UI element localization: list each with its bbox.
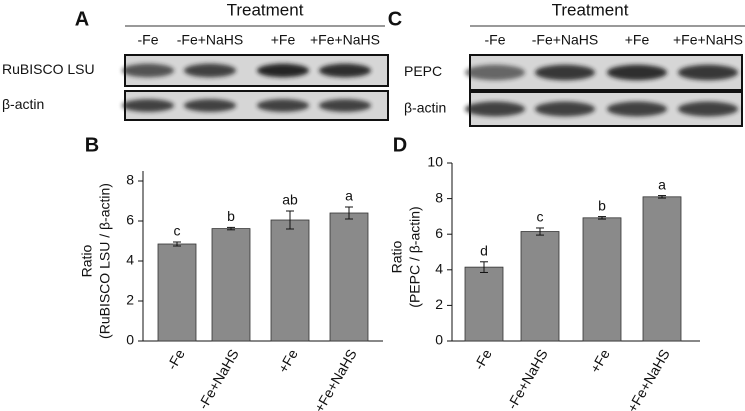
lane-label: -Fe: [138, 32, 159, 48]
x-tick-label: -Fe: [163, 346, 187, 372]
y-tick-label: 0: [126, 332, 134, 348]
lane-label: -Fe: [485, 32, 506, 48]
blot-band: [319, 63, 371, 78]
blot-band: [184, 63, 236, 78]
lane-label: -Fe+NaHS: [177, 32, 244, 48]
significance-letter: a: [345, 188, 353, 204]
lane-label: +Fe: [271, 32, 296, 48]
x-tick-label: -Fe+NaHS: [195, 346, 242, 411]
significance-letter: b: [598, 197, 606, 213]
significance-letter: b: [227, 208, 235, 224]
panel-label: C: [388, 8, 402, 30]
significance-letter: d: [480, 242, 488, 258]
blot-band: [607, 101, 667, 117]
y-axis-label: (RuBISCO LSU / β-actin): [97, 183, 113, 339]
blot-band: [319, 99, 371, 112]
bar: [270, 219, 310, 342]
blot-band: [678, 64, 738, 81]
x-tick-label: +Fe: [587, 346, 613, 375]
panel-label: A: [75, 8, 89, 30]
significance-letter: ab: [282, 192, 298, 208]
significance-letter: c: [537, 209, 544, 225]
panel-label: B: [85, 134, 99, 156]
y-tick-label: 6: [435, 225, 443, 241]
blot-band: [122, 63, 174, 78]
bar: [329, 212, 369, 342]
y-tick-label: 2: [435, 296, 443, 312]
y-axis-label: Ratio: [79, 244, 95, 277]
significance-letter: a: [658, 176, 666, 192]
x-tick-label: +Fe: [275, 346, 301, 375]
y-tick-label: 0: [435, 332, 443, 348]
blot-band: [465, 64, 525, 81]
panel-label: D: [393, 134, 407, 156]
treatment-title: Treatment: [227, 0, 304, 19]
blot-row-label: β-actin: [404, 100, 446, 116]
blot-row-label: PEPC: [404, 63, 442, 79]
y-axis-label: Ratio: [389, 240, 405, 273]
bar: [520, 231, 560, 342]
blot-band: [184, 99, 236, 112]
bar: [211, 228, 251, 342]
x-tick-label: +Fe+NaHS: [311, 346, 360, 411]
lane-label: +Fe+NaHS: [673, 32, 743, 48]
lane-label: -Fe+NaHS: [532, 32, 599, 48]
y-tick-label: 4: [126, 252, 134, 268]
y-tick-label: 10: [427, 154, 443, 170]
blot-band: [257, 63, 309, 78]
lane-label: +Fe+NaHS: [310, 32, 380, 48]
blot-band: [257, 99, 309, 112]
blot-row-label: RuBISCO LSU: [2, 61, 95, 77]
significance-letter: c: [174, 223, 181, 239]
blot-band: [678, 101, 738, 117]
y-axis-label: (PEPC / β-actin): [407, 206, 423, 307]
blot-band: [535, 64, 595, 81]
blot-band: [122, 99, 174, 112]
bar: [642, 196, 682, 342]
blot-row-label: β-actin: [2, 96, 44, 112]
y-tick-label: 8: [126, 172, 134, 188]
y-tick-label: 4: [435, 261, 443, 277]
x-tick-label: +Fe+NaHS: [624, 346, 673, 411]
bar: [582, 217, 622, 342]
bar: [157, 243, 197, 342]
x-tick-label: -Fe: [470, 346, 494, 372]
treatment-title: Treatment: [552, 0, 629, 19]
y-tick-label: 8: [435, 189, 443, 205]
lane-label: +Fe: [625, 32, 650, 48]
y-tick-label: 2: [126, 292, 134, 308]
y-tick-label: 6: [126, 212, 134, 228]
blot-band: [607, 64, 667, 81]
blot-band: [465, 101, 525, 117]
blot-band: [535, 101, 595, 117]
x-tick-label: -Fe+NaHS: [504, 346, 551, 411]
bar: [464, 266, 504, 342]
